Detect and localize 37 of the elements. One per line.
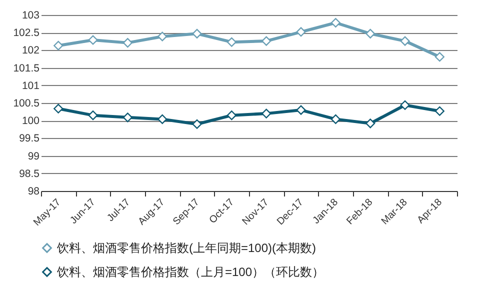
y-tick-label: 99.5 [19, 132, 40, 145]
point [330, 114, 340, 124]
y-tick-label: 103 [22, 10, 40, 22]
point [400, 36, 410, 46]
point [226, 37, 236, 47]
y-tick-label: 99 [28, 150, 40, 162]
point [54, 40, 64, 50]
point [262, 36, 272, 46]
point [400, 100, 410, 110]
point [122, 38, 132, 48]
point [296, 105, 306, 115]
y-tick-label: 101 [22, 80, 40, 92]
point [192, 119, 202, 129]
y-tick-label: 98.5 [19, 168, 40, 180]
point [192, 28, 202, 38]
point [122, 112, 132, 122]
point [330, 18, 340, 28]
y-tick-label: 98 [28, 186, 40, 198]
point [366, 28, 376, 38]
point [366, 118, 376, 128]
y-tick-label: 100.5 [13, 98, 40, 110]
point [54, 104, 64, 114]
point [434, 52, 444, 62]
point [296, 27, 306, 37]
legend-label: 饮料、烟酒零售价格指数（上月=100）（环比数） [56, 265, 324, 279]
point [158, 114, 168, 124]
point [434, 106, 444, 116]
y-tick-label: 102 [22, 44, 40, 57]
y-tick-label: 100 [22, 115, 40, 128]
legend-label: 饮料、烟酒零售价格指数(上年同期=100)(本期数) [56, 241, 316, 255]
y-tick-label: 101.5 [13, 62, 40, 74]
point [88, 110, 98, 120]
y-tick-label: 102.5 [13, 27, 40, 40]
point [88, 35, 98, 45]
point [158, 32, 168, 42]
point [262, 108, 272, 118]
point [226, 110, 236, 120]
